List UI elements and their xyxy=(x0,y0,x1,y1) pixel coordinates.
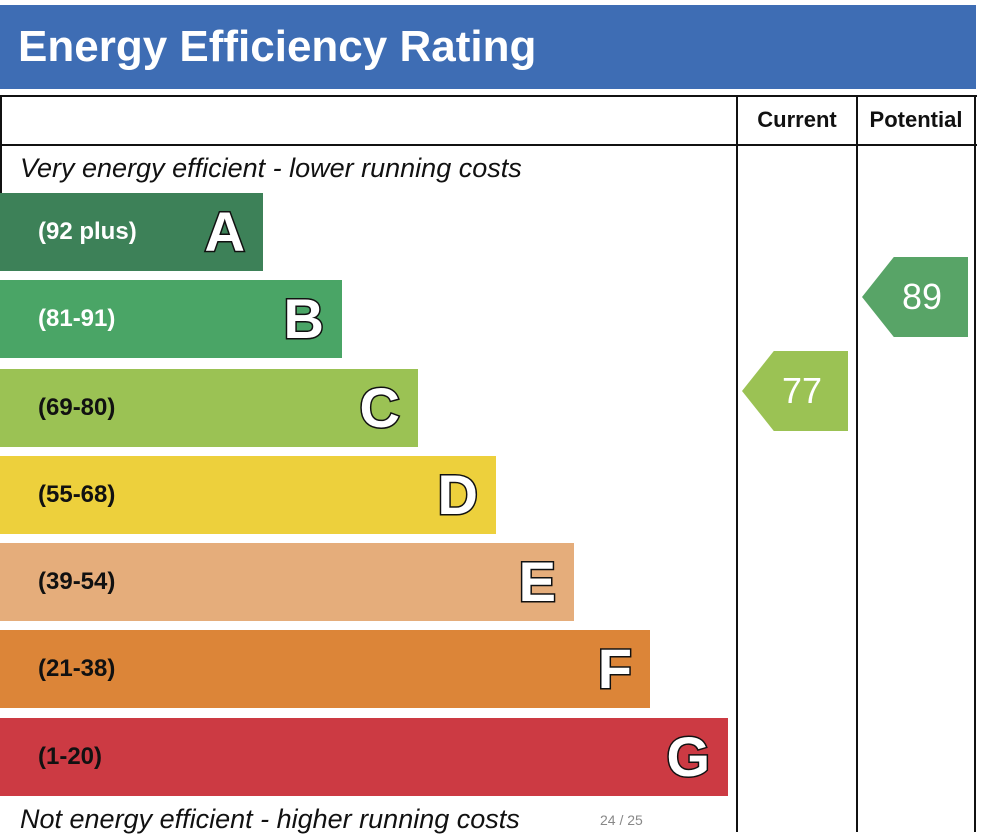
band-a: (92 plus) A xyxy=(0,193,263,271)
page-indicator: 24 / 25 xyxy=(600,812,643,828)
bottom-note: Not energy efficient - higher running co… xyxy=(20,804,520,834)
band-b: (81-91) B xyxy=(0,280,342,358)
band-letter: G xyxy=(665,724,712,790)
frame-top xyxy=(0,95,977,97)
band-range: (81-91) xyxy=(38,305,116,332)
band-letter: F xyxy=(596,636,633,702)
page-title: Energy Efficiency Rating xyxy=(0,5,976,89)
band-range: (55-68) xyxy=(38,481,116,508)
potential-column-header: Potential xyxy=(869,107,963,132)
band-range: (39-54) xyxy=(38,568,116,595)
band-letter: B xyxy=(282,286,325,352)
band-letter: A xyxy=(203,199,246,265)
frame-col1 xyxy=(736,95,738,832)
band-letter: C xyxy=(358,375,401,441)
band-range: (1-20) xyxy=(38,743,103,770)
band-letter: E xyxy=(517,549,557,615)
band-f: (21-38) F xyxy=(0,630,650,708)
frame-header-bottom xyxy=(0,144,977,146)
current-rating-arrow: 77 xyxy=(742,351,848,431)
frame-right xyxy=(974,95,976,832)
frame-left xyxy=(0,95,2,195)
band-range: (21-38) xyxy=(38,655,116,682)
band-g: (1-20) G xyxy=(0,718,728,796)
band-e: (39-54) E xyxy=(0,543,574,621)
top-note: Very energy efficient - lower running co… xyxy=(20,153,522,183)
current-column-header: Current xyxy=(757,107,837,132)
band-range: (69-80) xyxy=(38,394,116,421)
band-d: (55-68) D xyxy=(0,456,496,534)
band-c: (69-80) C xyxy=(0,369,418,447)
frame-col2 xyxy=(856,95,858,832)
band-letter: D xyxy=(436,462,479,528)
band-range: (92 plus) xyxy=(38,218,137,245)
potential-rating-arrow: 89 xyxy=(862,257,968,337)
